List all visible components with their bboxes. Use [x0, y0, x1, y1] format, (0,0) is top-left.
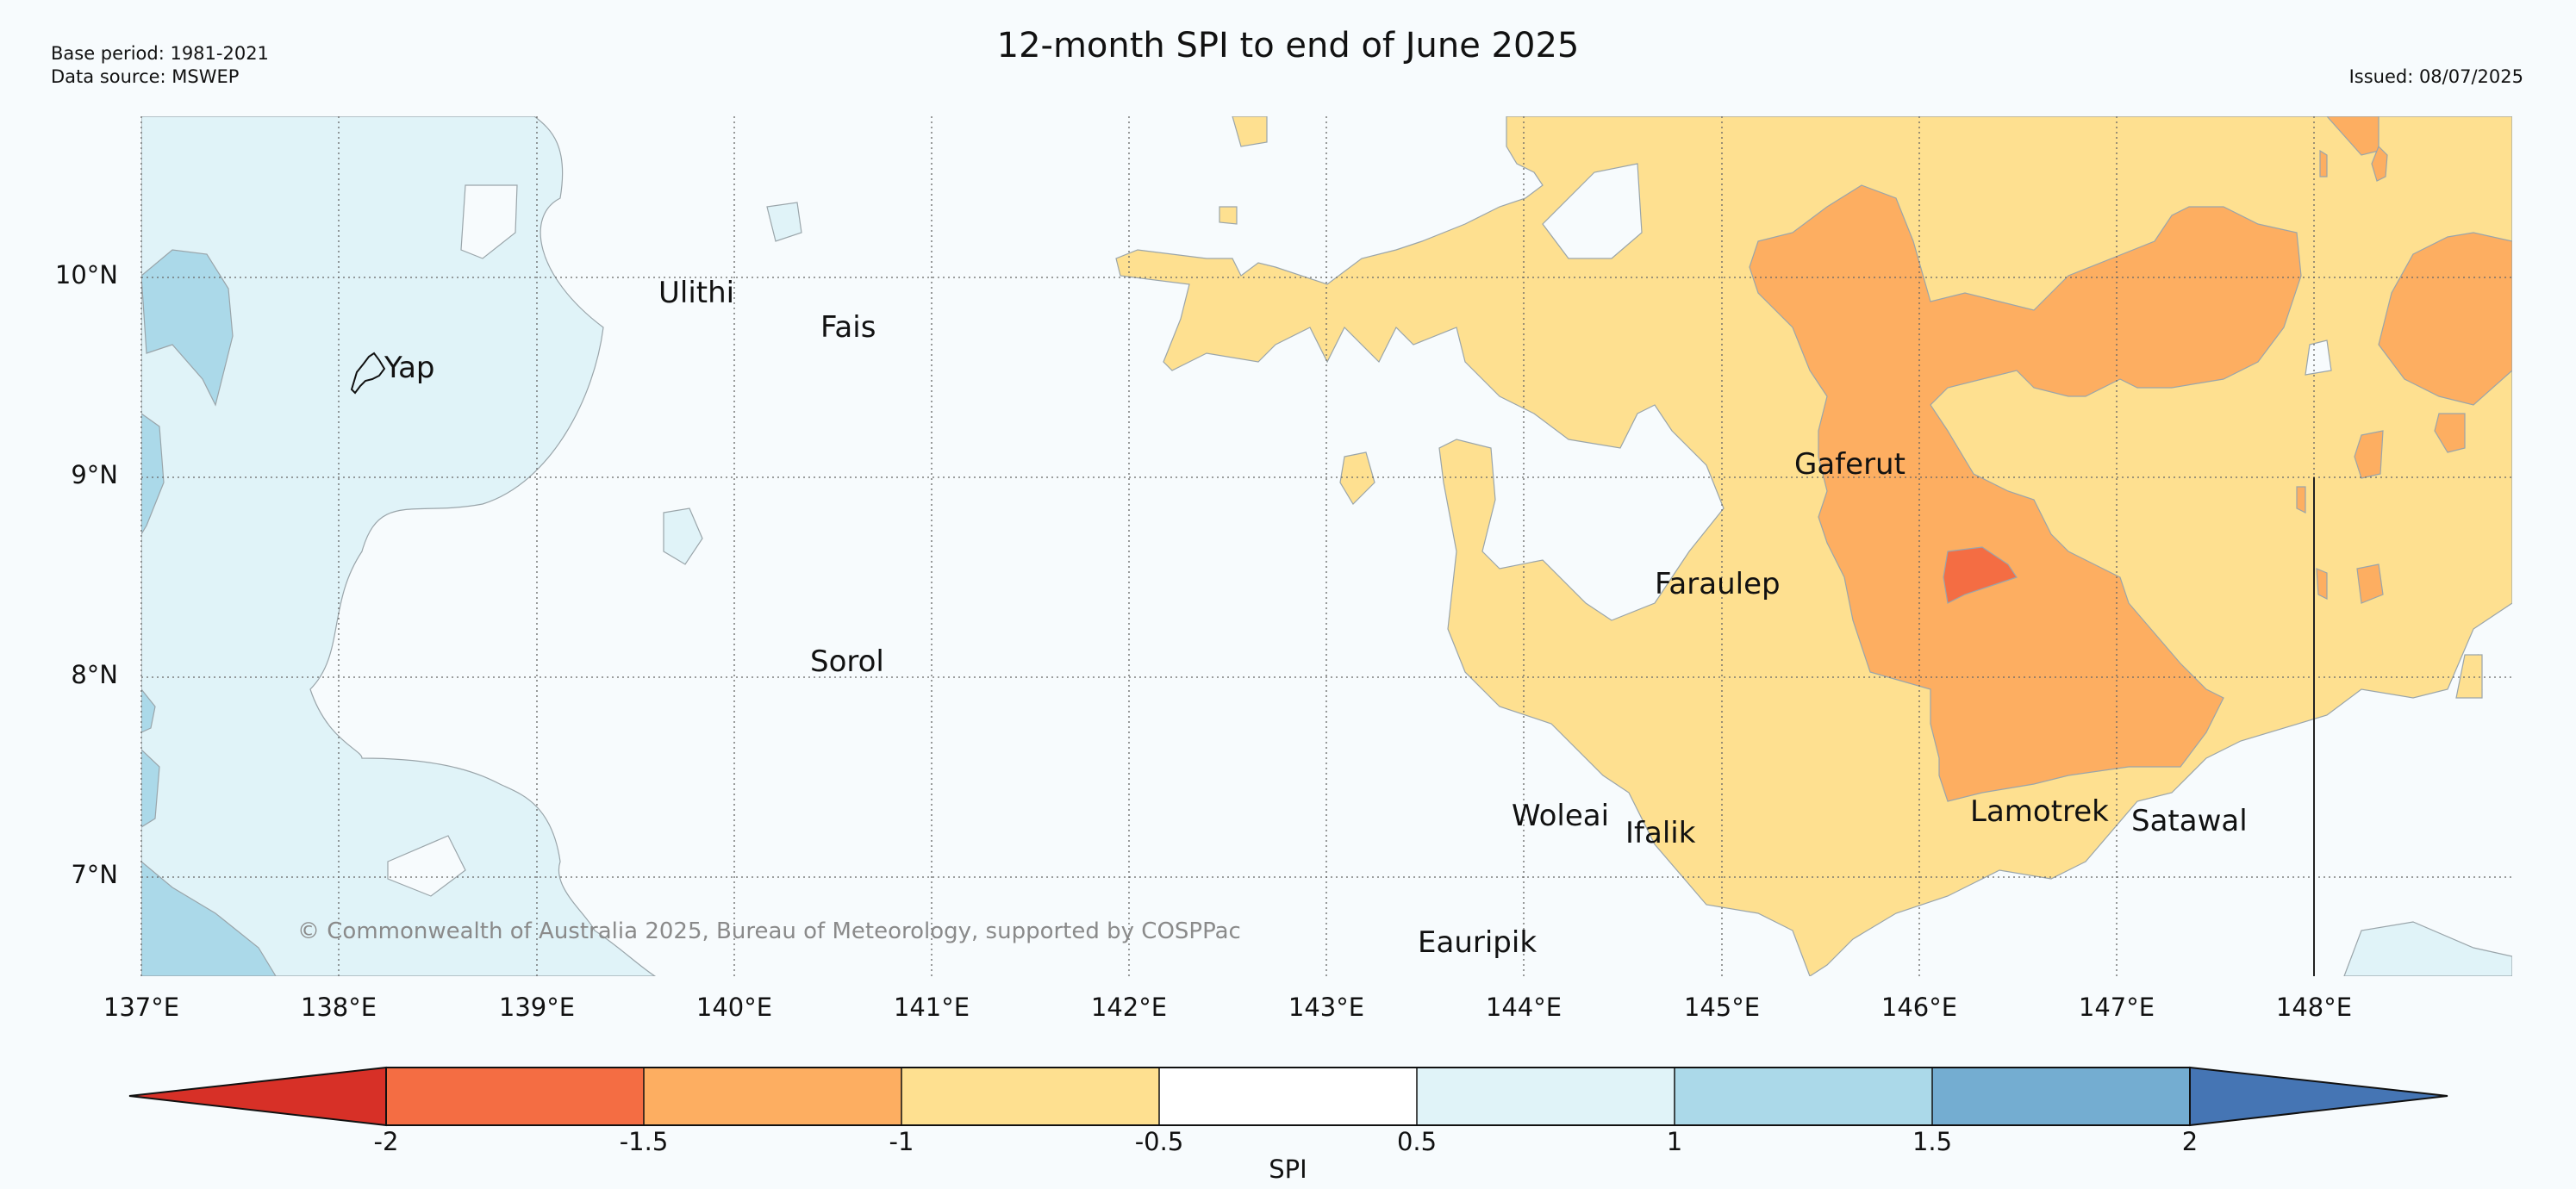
drier-region	[2316, 568, 2328, 600]
colorbar-segment	[644, 1068, 901, 1125]
colorbar-label: SPI	[1269, 1155, 1307, 1184]
lon-label: 140°E	[695, 993, 773, 1022]
place-label-woleai: Woleai	[1512, 799, 1610, 833]
dry-hole	[1542, 163, 1643, 259]
lat-label: 10°N	[54, 260, 118, 289]
colorbar-tick-label: -0.5	[1134, 1127, 1184, 1156]
wet-island	[663, 507, 703, 565]
lon-label: 141°E	[893, 993, 970, 1022]
drier-region	[2371, 145, 2388, 182]
very-wet-region	[141, 249, 234, 407]
lon-label: 144°E	[1485, 993, 1562, 1022]
colorbar-extend-high	[2189, 1066, 2448, 1127]
colorbar-tick-label: 2	[2181, 1127, 2199, 1156]
dry-hole	[2305, 339, 2332, 376]
place-label-ulithi: Ulithi	[658, 276, 735, 310]
wet-island	[2343, 921, 2512, 976]
colorbar-segment	[1159, 1068, 1417, 1125]
place-label-faraulep: Faraulep	[1655, 567, 1781, 601]
lon-label: 143°E	[1288, 993, 1365, 1022]
colorbar-tick-label: 1	[1666, 1127, 1683, 1156]
colorbar-tick-label: -2	[373, 1127, 399, 1156]
place-label-sorol: Sorol	[810, 644, 884, 679]
colorbar-segment	[1932, 1068, 2190, 1125]
colorbar-tick-label: 1.5	[1912, 1127, 1953, 1156]
wet-hole	[460, 184, 518, 259]
colorbar-tick-label: -1.5	[619, 1127, 669, 1156]
data-source: Data source: MSWEP	[51, 66, 240, 87]
lat-label: 7°N	[71, 860, 118, 889]
lat-label: 9°N	[71, 460, 118, 489]
very-wet-region	[141, 688, 156, 733]
colorbar-segment	[1675, 1068, 1932, 1125]
yap-island-outline	[350, 352, 386, 395]
lon-label: 148°E	[2275, 993, 2353, 1022]
place-label-gaferut: Gaferut	[1794, 447, 1905, 482]
base-period: Base period: 1981-2021	[51, 43, 269, 64]
lon-label: 139°E	[498, 993, 576, 1022]
dry-island	[2455, 654, 2483, 699]
colorbar-tick-label: -1	[889, 1127, 914, 1156]
copyright-notice: © Commonwealth of Australia 2025, Bureau…	[297, 918, 1241, 944]
map-title: 12-month SPI to end of June 2025	[996, 26, 1580, 65]
lon-label: 142°E	[1090, 993, 1168, 1022]
very-dry-region	[1943, 546, 2018, 604]
lat-label: 8°N	[71, 660, 118, 689]
drier-region	[2378, 232, 2512, 406]
place-label-yap: Yap	[384, 351, 435, 385]
wet-region-west	[141, 116, 657, 976]
place-label-lamotrek: Lamotrek	[1970, 794, 2109, 829]
colorbar-segment	[901, 1068, 1159, 1125]
very-wet-region	[141, 749, 160, 828]
very-wet-region	[141, 861, 277, 976]
wet-island	[766, 202, 802, 242]
drier-region	[1749, 184, 2302, 802]
drier-region	[2296, 486, 2306, 514]
drier-region	[2319, 149, 2328, 177]
lon-label: 145°E	[1683, 993, 1761, 1022]
wet-hole	[387, 835, 466, 897]
dry-island	[1219, 206, 1238, 225]
place-label-ifalik: Ifalik	[1625, 816, 1696, 850]
colorbar-segment	[386, 1068, 644, 1125]
lon-label: 146°E	[1881, 993, 1958, 1022]
place-label-fais: Fais	[820, 310, 876, 345]
colorbar	[128, 1066, 2448, 1127]
very-wet-region	[141, 413, 165, 536]
lon-label: 138°E	[300, 993, 377, 1022]
dry-island	[1339, 451, 1375, 505]
dry-island	[1232, 116, 1268, 147]
place-label-satawal: Satawal	[2131, 804, 2248, 838]
issued-date: Issued: 08/07/2025	[2348, 66, 2523, 87]
colorbar-segment	[1417, 1068, 1675, 1125]
lon-label: 147°E	[2078, 993, 2155, 1022]
place-label-eauripik: Eauripik	[1418, 925, 1537, 960]
drier-region	[2354, 430, 2384, 479]
colorbar-extend-low	[128, 1066, 387, 1127]
lon-label: 137°E	[103, 993, 180, 1022]
colorbar-tick-label: 0.5	[1396, 1127, 1438, 1156]
drier-region	[2434, 413, 2466, 453]
drier-region	[2356, 563, 2384, 604]
